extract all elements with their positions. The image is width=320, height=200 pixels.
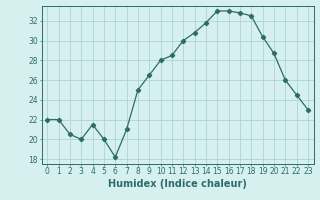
X-axis label: Humidex (Indice chaleur): Humidex (Indice chaleur) [108,179,247,189]
